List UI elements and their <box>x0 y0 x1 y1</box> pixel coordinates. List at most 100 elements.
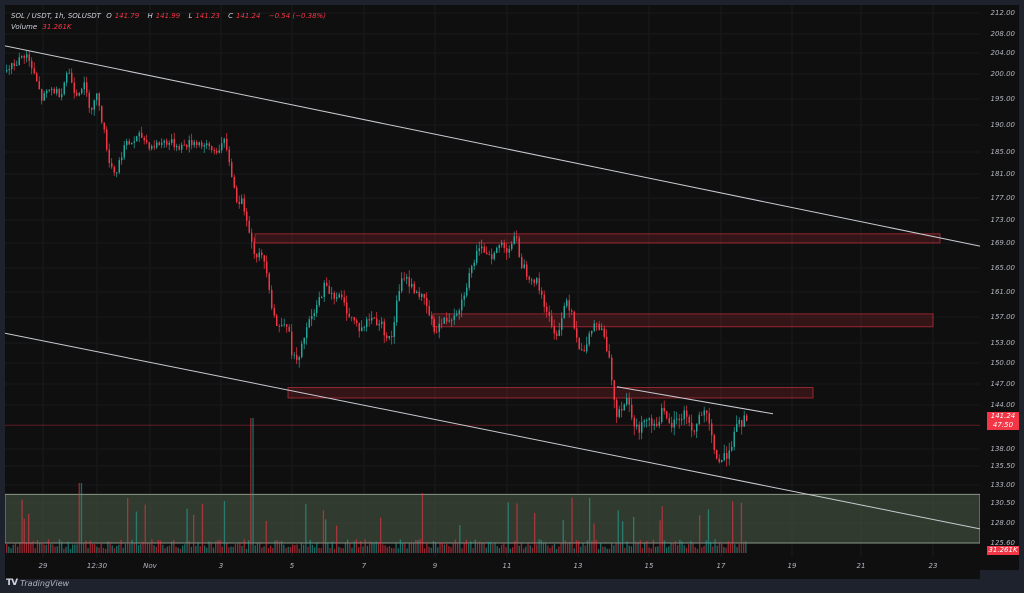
volume-bar <box>380 517 382 553</box>
candle-body <box>361 327 363 332</box>
candle-body <box>278 325 280 327</box>
candle-body <box>631 404 633 418</box>
candle-body <box>568 300 570 311</box>
candle-body <box>491 254 493 260</box>
volume-bar <box>314 547 316 553</box>
candle-body <box>148 142 150 149</box>
price-axis[interactable]: 141.24 47:50 31.261K 212.00 208.00 204.00 2… <box>980 5 1019 557</box>
volume-bar <box>111 545 113 553</box>
volume-bar <box>144 504 146 553</box>
volume-bar <box>36 540 39 553</box>
candle-body <box>186 144 188 148</box>
candle-body <box>151 146 153 149</box>
candle-body <box>698 414 700 424</box>
candle-body <box>46 90 48 94</box>
volume-bar <box>98 547 100 553</box>
volume-bar <box>351 547 353 553</box>
volume-bar <box>437 547 439 553</box>
symbol-label[interactable]: SOL / USDT, 1h, SOLUSDT <box>11 12 101 20</box>
volume-bar <box>32 541 34 553</box>
candle-body <box>438 323 440 332</box>
volume-bar <box>699 515 701 553</box>
candle-body <box>248 220 250 233</box>
candle-body <box>526 264 528 277</box>
volume-bar <box>529 545 531 553</box>
candle-body <box>363 327 365 328</box>
candle-body <box>131 142 133 145</box>
volume-bar <box>562 519 564 553</box>
candle-body <box>288 326 290 332</box>
candle-body <box>218 150 220 153</box>
volume-bar <box>397 548 399 553</box>
time-tick-label: 29 <box>38 562 48 570</box>
candle-body <box>78 93 80 96</box>
bar-countdown: 47:50 <box>992 421 1014 429</box>
volume-bar <box>465 539 468 553</box>
candle-body <box>53 88 55 94</box>
candle-body <box>236 187 238 202</box>
candle-body <box>198 142 200 145</box>
candle-body <box>711 423 713 436</box>
candle-body <box>578 337 580 350</box>
time-tick-label: 3 <box>218 562 224 570</box>
candle-body <box>476 251 478 263</box>
candle-body <box>273 308 275 316</box>
candle-body <box>281 325 283 327</box>
volume-bar <box>388 546 391 553</box>
supply-zone-146 <box>287 387 814 399</box>
price-tick-label: 212.00 <box>990 9 1016 17</box>
volume-bar <box>362 546 364 553</box>
volume-bar <box>296 544 298 553</box>
candle-body <box>471 266 473 274</box>
volume-bar <box>61 541 63 553</box>
volume-bar <box>421 493 424 553</box>
candle-body <box>646 420 648 421</box>
volume-bar <box>512 547 514 553</box>
volume-bar <box>349 542 351 553</box>
candle-body <box>156 142 158 148</box>
candle-body <box>558 329 560 336</box>
candle-body <box>668 417 670 423</box>
candle-body <box>121 157 123 161</box>
candle-body <box>176 146 178 148</box>
volume-bar <box>677 545 679 553</box>
volume-bar <box>65 546 67 553</box>
time-axis[interactable]: 29 12:30 Nov 3 5 7 9 11 13 15 17 19 21 23 <box>5 557 980 579</box>
candle-body <box>191 140 193 146</box>
candle-body <box>228 149 230 163</box>
volume-bar <box>391 547 393 553</box>
candle-body <box>448 320 450 322</box>
volume-label[interactable]: Volume <box>11 23 38 31</box>
volume-bar <box>591 540 593 553</box>
volume-bar <box>369 541 371 553</box>
candle-body <box>173 139 175 148</box>
volume-bar <box>551 545 553 553</box>
candle-body <box>486 252 488 255</box>
volume-bar <box>560 542 562 553</box>
candle-body <box>703 410 705 416</box>
volume-bar <box>347 539 349 553</box>
volume-bar <box>734 544 736 553</box>
volume-bar <box>745 541 747 553</box>
channel-upper <box>5 45 980 247</box>
volume-bar <box>47 539 50 553</box>
volume-bar <box>707 509 710 553</box>
candle-body <box>106 129 108 150</box>
candle-body <box>118 160 120 173</box>
candle-body <box>326 282 328 286</box>
candle-body <box>83 82 85 90</box>
price-tick-label: 185.00 <box>990 148 1016 156</box>
volume-bar <box>459 525 461 553</box>
candle-body <box>61 94 63 98</box>
volume-bar <box>230 546 232 553</box>
candle-body <box>321 296 323 298</box>
candle-body <box>21 56 23 58</box>
time-tick-label: 7 <box>361 562 367 570</box>
chart-plot-area[interactable]: SOL / USDT, 1h, SOLUSDT O 141.79 H 141.99 … <box>5 5 980 557</box>
volume-bar <box>485 547 487 553</box>
volume-bar <box>6 544 8 553</box>
candle-body <box>691 422 693 431</box>
volume-bar <box>113 548 116 553</box>
volume-bar <box>721 543 723 553</box>
change-value: −0.54 (−0.38%) <box>268 12 326 20</box>
